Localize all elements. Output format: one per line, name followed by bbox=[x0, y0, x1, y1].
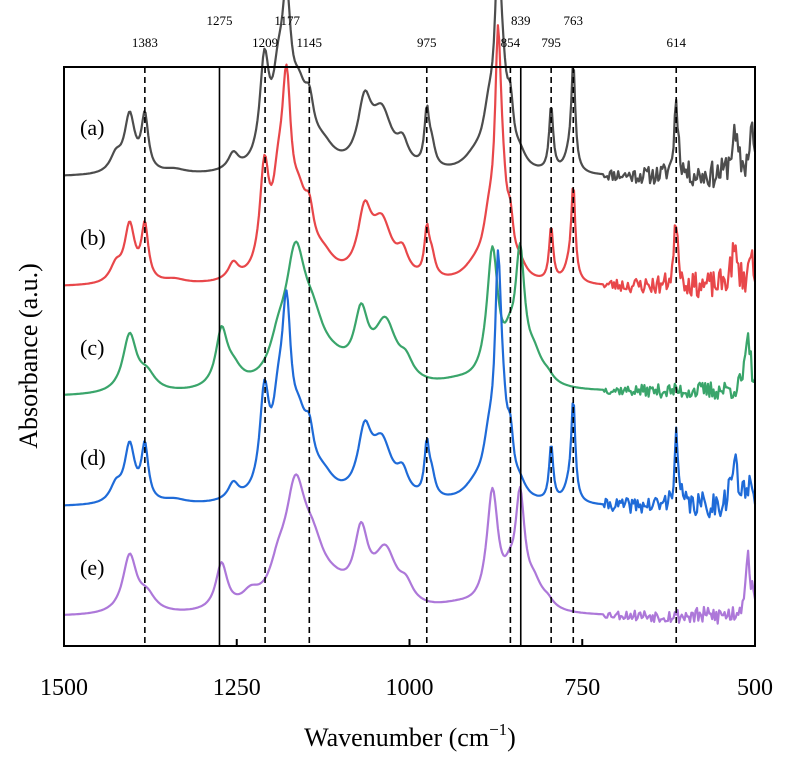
peak-label-1383: 1383 bbox=[132, 35, 158, 50]
peak-label-975: 975 bbox=[417, 35, 437, 50]
sample-label-e: (e) bbox=[80, 555, 104, 580]
spectrum-line-a bbox=[63, 0, 757, 189]
x-tick-label-1500: 1500 bbox=[40, 675, 88, 701]
x-axis-label-close: ) bbox=[507, 723, 516, 752]
spectrum-line-d bbox=[64, 249, 757, 519]
spectrum-line-e bbox=[64, 473, 757, 625]
spectrum-line-b bbox=[64, 24, 757, 299]
x-tick-label-1000: 1000 bbox=[386, 675, 434, 701]
reference-lines bbox=[144, 67, 678, 646]
x-axis-ticks: 1500 1250 1000 750 500 bbox=[40, 639, 773, 701]
peak-label-614: 614 bbox=[666, 35, 686, 50]
x-tick-label-1250: 1250 bbox=[213, 675, 261, 701]
x-axis-label-exponent: −1 bbox=[489, 720, 507, 739]
x-tick-label-500: 500 bbox=[737, 675, 773, 701]
sample-label-a: (a) bbox=[80, 115, 104, 140]
sample-label-d: (d) bbox=[80, 445, 106, 470]
peak-label-763: 763 bbox=[564, 13, 584, 28]
peak-label-1275: 1275 bbox=[206, 13, 232, 28]
peak-label-1209: 1209 bbox=[252, 35, 278, 50]
x-axis-label: Wavenumber (cm−1) bbox=[304, 720, 516, 752]
peak-label-1145: 1145 bbox=[297, 35, 323, 50]
sample-labels: (a) (b) (c) (d) (e) bbox=[80, 115, 106, 580]
spectra-traces bbox=[63, 0, 757, 625]
peak-label-854: 854 bbox=[501, 35, 521, 50]
sample-label-b: (b) bbox=[80, 225, 106, 250]
peak-label-839: 839 bbox=[511, 13, 531, 28]
sample-label-c: (c) bbox=[80, 335, 104, 360]
spectrum-line-c bbox=[63, 240, 757, 400]
y-axis-label: Absorbance (a.u.) bbox=[14, 263, 43, 449]
peak-label-795: 795 bbox=[541, 35, 561, 50]
x-tick-label-750: 750 bbox=[564, 675, 600, 701]
peak-label-1177: 1177 bbox=[274, 13, 300, 28]
